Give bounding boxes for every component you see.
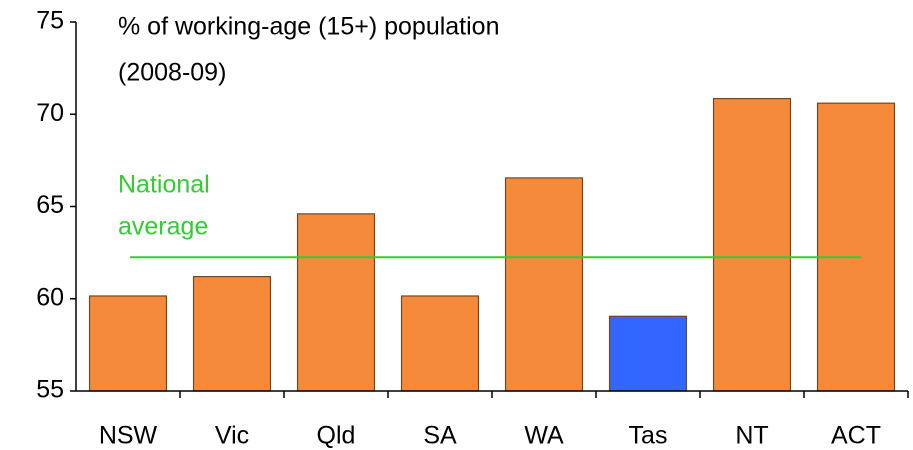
bar [712,97,792,392]
x-tick-label: ACT [831,422,881,450]
bar [88,295,168,392]
y-tick-label: 55 [36,376,64,404]
bar [400,295,480,392]
x-tick-label: Tas [629,422,668,450]
bar [192,276,272,392]
chart-title: % of working-age (15+) population [118,13,499,41]
x-tick-label: Vic [215,422,249,450]
reference-label: National [118,171,210,199]
bar [816,102,896,392]
bar [296,213,376,392]
y-tick-label: 60 [36,283,64,311]
y-tick-label: 75 [36,7,64,35]
bar [608,315,688,392]
x-tick-label: NT [735,422,768,450]
x-tick-label: Qld [317,422,356,450]
chart-title: (2008-09) [118,59,226,87]
y-tick-label: 65 [36,191,64,219]
y-tick-label: 70 [36,99,64,127]
x-tick-label: NSW [99,422,158,450]
x-tick-label: SA [423,422,457,450]
x-tick-label: WA [524,422,564,450]
bar [504,177,584,392]
reference-label: average [118,213,208,241]
